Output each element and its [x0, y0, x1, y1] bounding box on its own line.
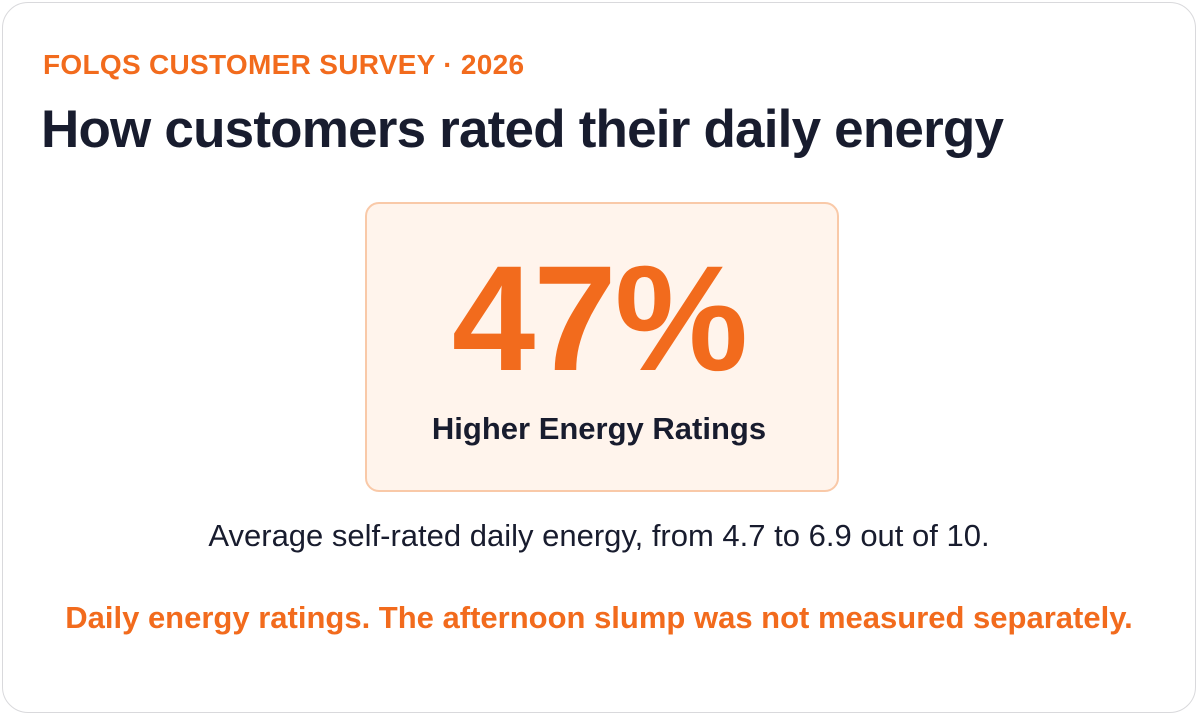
stat-description: Average self-rated daily energy, from 4.… [208, 518, 990, 553]
footnote: Daily energy ratings. The afternoon slum… [65, 600, 1133, 635]
stat-box [365, 202, 839, 492]
page-title: How customers rated their daily energy [41, 100, 1004, 159]
stat-label: Higher Energy Ratings [431, 411, 767, 446]
stat-value: 47% [451, 234, 748, 402]
eyebrow-label: FOLQS CUSTOMER SURVEY · 2026 [43, 49, 525, 80]
